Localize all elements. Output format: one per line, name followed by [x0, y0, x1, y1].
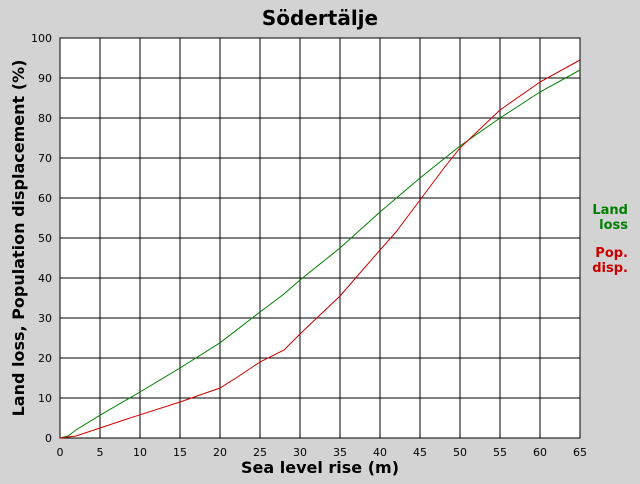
- x-tick-label: 5: [97, 446, 104, 459]
- y-tick-label: 100: [31, 32, 52, 45]
- x-tick-label: 35: [333, 446, 347, 459]
- y-tick-label: 80: [38, 112, 52, 125]
- y-tick-label: 0: [45, 432, 52, 445]
- legend-label: loss: [599, 218, 628, 233]
- x-tick-label: 60: [533, 446, 547, 459]
- y-axis-label: Land loss, Population displacement (%): [9, 60, 28, 417]
- y-tick-label: 40: [38, 272, 52, 285]
- y-tick-label: 10: [38, 392, 52, 405]
- y-tick-label: 60: [38, 192, 52, 205]
- x-tick-label: 65: [573, 446, 587, 459]
- x-tick-label: 55: [493, 446, 507, 459]
- x-tick-label: 15: [173, 446, 187, 459]
- y-tick-label: 90: [38, 72, 52, 85]
- tick-labels: 0 5 10 15 20 25 30 35 40 45 50 55 60 65 0 10 20 30 40 50 60 7…: [31, 32, 587, 459]
- x-tick-label: 40: [373, 446, 387, 459]
- legend-label: Land: [592, 203, 628, 218]
- grid: [60, 38, 580, 438]
- series-line-1: [59, 59, 581, 439]
- series-line-0: [59, 69, 581, 439]
- x-tick-label: 0: [57, 446, 64, 459]
- y-tick-label: 20: [38, 352, 52, 365]
- x-tick-label: 25: [253, 446, 267, 459]
- x-tick-label: 50: [453, 446, 467, 459]
- x-tick-label: 20: [213, 446, 227, 459]
- y-tick-label: 70: [38, 152, 52, 165]
- y-tick-label: 50: [38, 232, 52, 245]
- x-tick-label: 45: [413, 446, 427, 459]
- x-tick-label: 30: [293, 446, 307, 459]
- series-group: [59, 59, 581, 439]
- y-tick-label: 30: [38, 312, 52, 325]
- x-tick-label: 10: [133, 446, 147, 459]
- legend-label: disp.: [592, 261, 628, 276]
- legend-label: Pop.: [595, 246, 628, 261]
- x-axis-label: Sea level rise (m): [241, 458, 399, 477]
- chart-title: Södertälje: [262, 6, 378, 30]
